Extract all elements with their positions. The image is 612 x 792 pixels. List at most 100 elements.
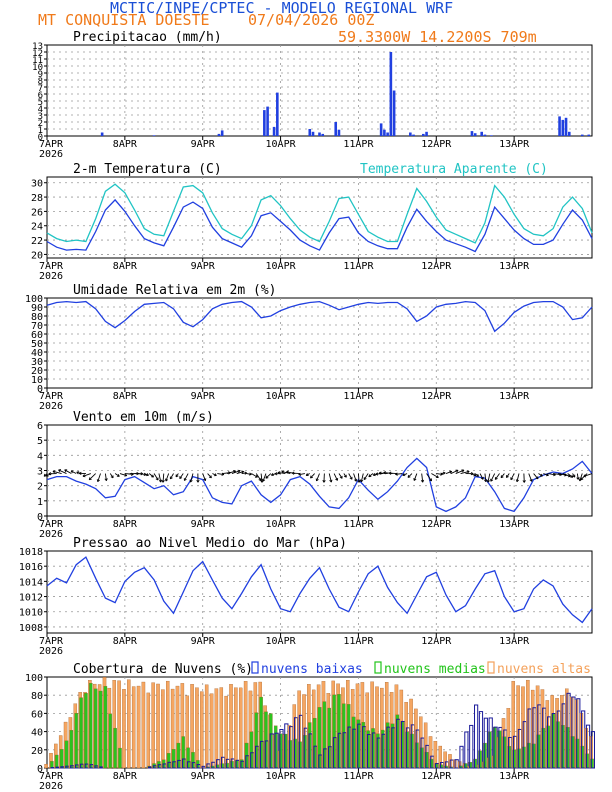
wind-arrow-head	[506, 476, 509, 478]
precip-bar	[217, 133, 221, 136]
x-tick-label: 10APR	[266, 139, 297, 150]
wind-arrow-head	[286, 471, 289, 474]
legend-label: nuvens baixas	[261, 662, 363, 677]
cloud-bar	[136, 685, 141, 769]
x-tick-label: 13APR	[499, 391, 530, 402]
precip-bar	[276, 92, 279, 136]
cloud-bar	[147, 766, 153, 769]
cloud-bar	[98, 690, 103, 769]
precip-bar	[567, 131, 571, 136]
wind-arrow-head	[298, 474, 302, 476]
wind-arrow-head	[395, 474, 398, 476]
y-tick-label: 6	[37, 421, 43, 432]
panel-frame	[46, 550, 593, 634]
x-year-label: 2026	[39, 529, 63, 540]
wind-arrow-head	[265, 477, 269, 479]
wind-arrow	[58, 469, 67, 474]
cloud-bar	[64, 740, 69, 769]
wind-arrow	[217, 473, 224, 475]
x-tick-label: 9APR	[191, 391, 216, 402]
x-tick-label: 13APR	[499, 636, 530, 647]
wind-arrow	[484, 473, 487, 482]
panel-title: 2-m Temperatura (C)	[73, 162, 222, 177]
x-tick-label: 7APR	[39, 636, 64, 647]
wind-arrow-head	[241, 470, 244, 472]
wind-arrow	[260, 473, 263, 483]
wind-arrow	[445, 471, 452, 474]
wind-arrow-head	[162, 480, 165, 483]
wind-arrow	[470, 473, 477, 476]
panel-title: Precipitacao (mm/h)	[73, 30, 222, 45]
cloud-bar	[204, 684, 209, 769]
wind-arrow	[109, 473, 114, 479]
x-year-label: 2026	[39, 646, 63, 657]
wind-arrow	[298, 473, 305, 476]
x-tick-label: 12APR	[421, 261, 452, 272]
wind-arrow	[148, 473, 154, 478]
y-tick-label: 4	[37, 451, 43, 462]
precip-bar	[422, 133, 425, 136]
precip-bar	[561, 119, 565, 136]
wind-arrow-head	[487, 480, 490, 483]
wind-arrow	[246, 473, 252, 475]
series-line	[46, 300, 593, 333]
x-tick-label: 8APR	[113, 391, 138, 402]
x-tick-label: 8APR	[113, 139, 138, 150]
wind-arrow	[153, 473, 159, 481]
cloud-bar	[209, 693, 214, 769]
cloud-bar	[69, 730, 74, 769]
y-tick-label: 0	[37, 764, 43, 775]
wind-arrow-head	[179, 477, 183, 479]
wind-arrow	[207, 473, 212, 479]
y-tick-label: 12	[32, 49, 43, 59]
wind-arrow-head	[89, 478, 92, 481]
precip-bar	[334, 122, 338, 136]
cloud-bar	[54, 754, 59, 769]
wind-arrow	[88, 473, 96, 481]
y-tick-label: 30	[31, 179, 43, 190]
y-tick-label: 2	[37, 482, 43, 493]
wind-arrow-head	[255, 474, 258, 478]
y-tick-label: 11	[32, 56, 43, 66]
wind-arrow-head	[580, 478, 584, 481]
wind-arrow	[281, 471, 291, 474]
wind-arrow-head	[477, 473, 479, 477]
x-year-label: 2026	[39, 781, 63, 792]
y-tick-label: 80	[31, 691, 43, 702]
wind-arrow	[455, 469, 465, 474]
wind-arrow-head	[58, 469, 61, 473]
y-tick-label: 90	[31, 303, 43, 314]
wind-arrow-head	[516, 479, 520, 483]
wind-arrow	[426, 473, 432, 482]
y-tick-label: 7	[38, 84, 43, 94]
x-tick-label: 11APR	[343, 261, 374, 272]
wind-arrow	[241, 472, 247, 474]
y-tick-label: 10	[31, 375, 43, 386]
wind-arrow-head	[214, 473, 217, 476]
wind-arrow	[533, 473, 539, 480]
y-tick-label: 26	[31, 207, 43, 218]
cloud-bar	[74, 713, 78, 769]
precip-bar	[409, 132, 412, 136]
y-tick-label: 80	[31, 312, 43, 323]
y-tick-label: 20	[31, 366, 43, 377]
precip-bar	[389, 52, 393, 136]
y-tick-label: 4	[38, 105, 43, 115]
wind-arrow	[479, 473, 484, 480]
cloud-bar	[483, 717, 488, 769]
wind-arrow	[528, 473, 533, 482]
precip-bar	[308, 129, 312, 136]
wind-arrow	[328, 473, 332, 483]
precip-bar	[587, 134, 591, 136]
cloud-bar	[59, 749, 64, 769]
wind-arrow-head	[442, 471, 446, 474]
wind-arrow-head	[52, 471, 55, 474]
precip-bar	[564, 117, 568, 136]
wind-arrow-head	[274, 473, 278, 476]
x-tick-label: 8APR	[113, 771, 138, 782]
precip-bar	[412, 134, 415, 136]
x-tick-label: 9APR	[191, 771, 216, 782]
x-tick-label: 7APR	[39, 261, 64, 272]
wind-arrow	[97, 473, 101, 482]
wind-arrow	[506, 473, 510, 478]
